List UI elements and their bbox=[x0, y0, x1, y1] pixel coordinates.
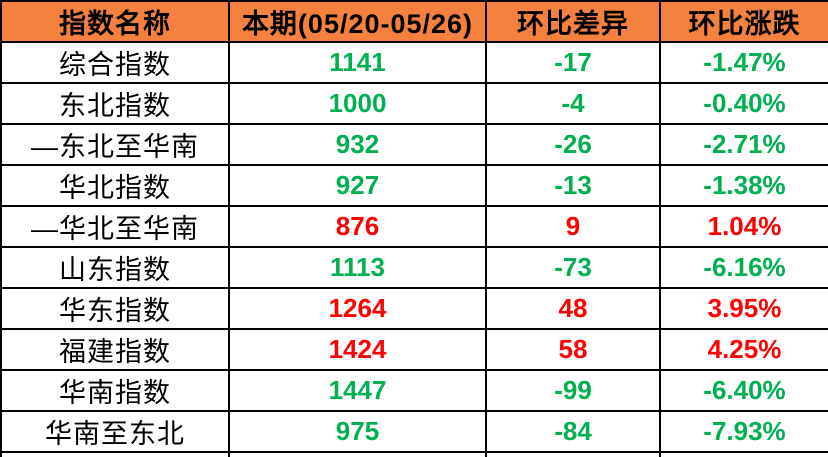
table-row: 华北指数 927 -13 -1.38% bbox=[0, 164, 828, 207]
pct-value-cell: -1.38% bbox=[659, 164, 828, 207]
table-header: 指数名称 本期(05/20-05/26) 环比差异 环比涨跌 bbox=[0, 0, 828, 43]
table-row: —东北至华南 932 -26 -2.71% bbox=[0, 123, 828, 166]
table-row: 综合指数 1141 -17 -1.47% bbox=[0, 41, 828, 84]
diff-value-cell: -99 bbox=[485, 369, 661, 412]
current-value-cell: 1419 bbox=[228, 451, 487, 457]
pct-value-cell: 1.04% bbox=[659, 205, 828, 248]
current-value-cell: 1264 bbox=[228, 287, 487, 330]
index-name-cell: 福建指数 bbox=[0, 328, 230, 371]
pct-value-cell: -0.40% bbox=[659, 82, 828, 125]
index-name-cell: 东北指数 bbox=[0, 82, 230, 125]
index-name-cell: 山东指数 bbox=[0, 246, 230, 289]
diff-value-cell: -17 bbox=[485, 41, 661, 84]
table-body: 综合指数 1141 -17 -1.47% 东北指数 1000 -4 -0.40% —东北至华南 9… bbox=[0, 41, 828, 457]
header-diff: 环比差异 bbox=[485, 0, 661, 43]
diff-value-cell: -13 bbox=[485, 164, 661, 207]
current-value-cell: 1113 bbox=[228, 246, 487, 289]
pct-value-cell: -6.40% bbox=[659, 369, 828, 412]
pct-value-cell: -2.71% bbox=[659, 123, 828, 166]
diff-value-cell: -26 bbox=[485, 123, 661, 166]
diff-value-cell: 58 bbox=[485, 328, 661, 371]
table-row: 华南指数 1447 -99 -6.40% bbox=[0, 369, 828, 412]
current-value-cell: 876 bbox=[228, 205, 487, 248]
pct-value-cell: -7.93% bbox=[659, 410, 828, 453]
header-current-period: 本期(05/20-05/26) bbox=[228, 0, 487, 43]
diff-value-cell: 48 bbox=[485, 287, 661, 330]
current-value-cell: 1141 bbox=[228, 41, 487, 84]
pct-value-cell: 4.25% bbox=[659, 328, 828, 371]
diff-value-cell: -10 bbox=[485, 451, 661, 457]
index-name-cell: 华南至东北 bbox=[0, 410, 230, 453]
diff-value-cell: 9 bbox=[485, 205, 661, 248]
diff-value-cell: -84 bbox=[485, 410, 661, 453]
header-pct-change: 环比涨跌 bbox=[659, 0, 828, 43]
current-value-cell: 927 bbox=[228, 164, 487, 207]
table-row: —华北至华南 876 9 1.04% bbox=[0, 205, 828, 248]
index-name-cell: 华北指数 bbox=[0, 164, 230, 207]
table-row: 福建指数 1424 58 4.25% bbox=[0, 328, 828, 371]
pct-value-cell: 3.95% bbox=[659, 287, 828, 330]
diff-value-cell: -73 bbox=[485, 246, 661, 289]
current-value-cell: 975 bbox=[228, 410, 487, 453]
header-index-name: 指数名称 bbox=[0, 0, 230, 43]
table-row: 华东指数 1264 48 3.95% bbox=[0, 287, 828, 330]
table-row: 华南至东北 975 -84 -7.93% bbox=[0, 410, 828, 453]
index-name-cell: 华南至华北 bbox=[0, 451, 230, 457]
pct-value-cell: -0.70% bbox=[659, 451, 828, 457]
table-row: 华南至华北1419-10-0.70% bbox=[0, 451, 828, 457]
header-row: 指数名称 本期(05/20-05/26) 环比差异 环比涨跌 bbox=[0, 0, 828, 43]
current-value-cell: 1447 bbox=[228, 369, 487, 412]
pct-value-cell: -6.16% bbox=[659, 246, 828, 289]
index-name-cell: —东北至华南 bbox=[0, 123, 230, 166]
pct-value-cell: -1.47% bbox=[659, 41, 828, 84]
current-value-cell: 1424 bbox=[228, 328, 487, 371]
current-value-cell: 1000 bbox=[228, 82, 487, 125]
index-name-cell: 综合指数 bbox=[0, 41, 230, 84]
index-name-cell: —华北至华南 bbox=[0, 205, 230, 248]
diff-value-cell: -4 bbox=[485, 82, 661, 125]
index-name-cell: 华南指数 bbox=[0, 369, 230, 412]
current-value-cell: 932 bbox=[228, 123, 487, 166]
table-row: 山东指数 1113 -73 -6.16% bbox=[0, 246, 828, 289]
table-row: 东北指数 1000 -4 -0.40% bbox=[0, 82, 828, 125]
index-name-cell: 华东指数 bbox=[0, 287, 230, 330]
